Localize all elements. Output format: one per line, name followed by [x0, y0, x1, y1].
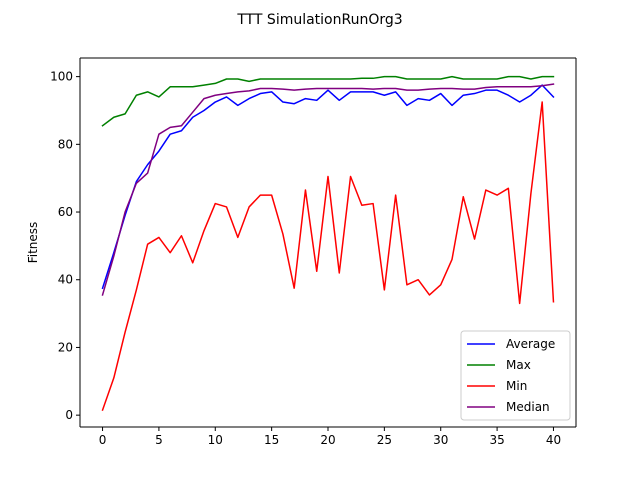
legend-label-median: Median	[506, 400, 550, 414]
y-tick-label: 20	[58, 340, 73, 354]
y-tick-label: 0	[65, 408, 73, 422]
y-axis-ticks: 0 20 40 60 80 100	[50, 70, 80, 422]
legend-items: Average Max Min Median	[467, 337, 555, 414]
chart-title: TTT SimulationRunOrg3	[236, 12, 402, 28]
x-tick-label: 35	[489, 433, 504, 447]
y-tick-label: 100	[50, 70, 73, 84]
legend-box	[460, 330, 571, 421]
y-tick-label: 60	[58, 205, 73, 219]
y-axis-label: Fitness	[26, 222, 40, 264]
series-line-min	[101, 101, 555, 412]
x-tick-label: 15	[264, 433, 279, 447]
series-line-median	[101, 83, 555, 296]
legend-label-min: Min	[506, 379, 527, 393]
legend: Average Max Min Median	[460, 330, 571, 421]
x-tick-label: 25	[377, 433, 392, 447]
legend-label-average: Average	[506, 337, 555, 351]
x-tick-label: 5	[155, 433, 163, 447]
legend-label-max: Max	[506, 358, 531, 372]
x-tick-label: 20	[320, 433, 335, 447]
y-tick-label: 80	[58, 137, 73, 151]
series-line-max	[101, 75, 555, 127]
x-tick-label: 10	[208, 433, 223, 447]
y-tick-label: 40	[58, 273, 73, 287]
x-axis-ticks: 0 5 10 15 20 25 30 35 40	[99, 427, 561, 447]
series-line-average	[101, 84, 555, 290]
series-lines	[101, 75, 555, 412]
x-tick-label: 30	[433, 433, 448, 447]
x-tick-label: 0	[99, 433, 107, 447]
x-tick-label: 40	[546, 433, 561, 447]
